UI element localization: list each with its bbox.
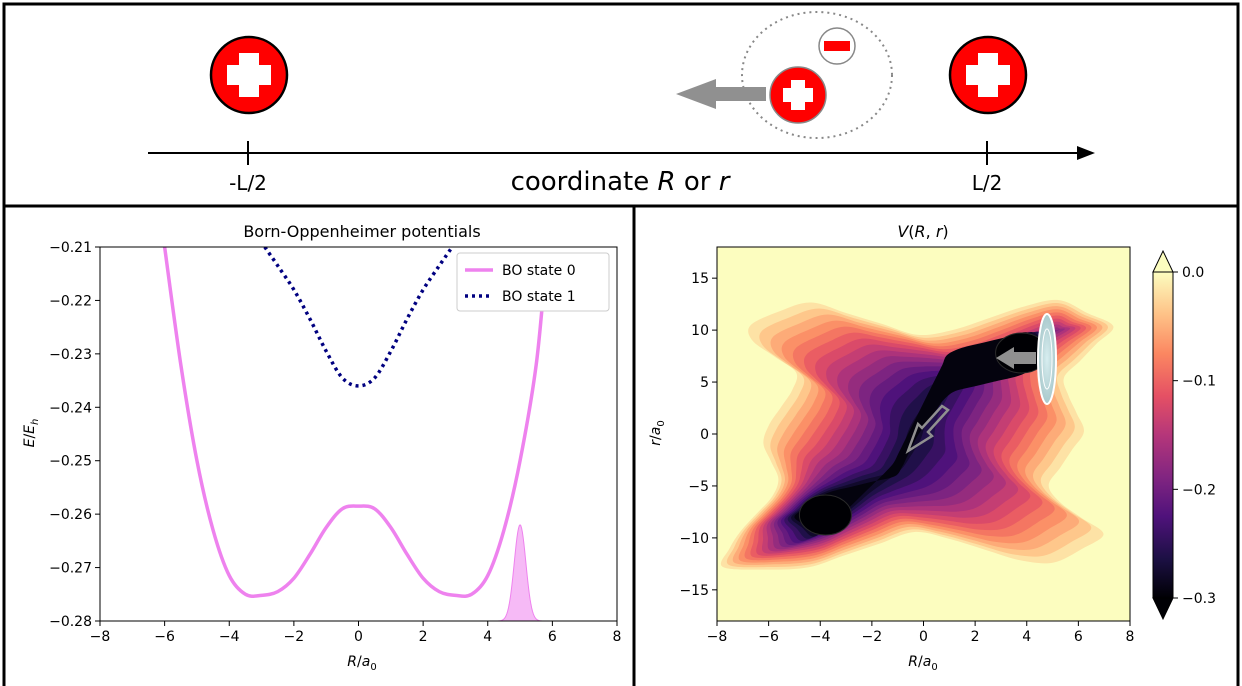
bo-xtick-label: 4 [483,629,492,645]
tunneling-arrow-icon [905,404,950,455]
right-site-label: L/2 [972,171,1003,195]
bo-xtick-label: 0 [354,629,363,645]
bo-ytick-label: −0.25 [49,454,92,470]
motion-arrow-icon [676,79,766,109]
map-xtick-label: 2 [971,629,980,645]
map-contour-band [791,331,1052,537]
colorbar-tick-label: −0.2 [1182,482,1216,498]
colorbar-top-extension [1152,249,1174,273]
legend-label-state1: BO state 1 [502,289,576,305]
bo-ytick-label: −0.27 [49,561,92,577]
bo-ytick-label: −0.22 [49,293,92,309]
bo-xtick-label: 8 [613,629,622,645]
map-title: V(R, r) [897,222,948,241]
bo-xtick-label: 6 [548,629,557,645]
moving-proton [769,66,827,124]
bo-ytick-label: −0.21 [49,240,92,256]
bo-chart: Born-Oppenheimer potentials −8 −6 −4 −2 0 2 4 6… [22,222,621,673]
bo-xtick-label: −4 [219,629,240,645]
map-ytick-label: −10 [679,531,709,547]
left-proton [209,35,289,115]
map-xtick-label: 8 [1126,629,1135,645]
colorbar-tick-label: −0.3 [1182,591,1216,607]
potential-map-chart: V(R, r) −8 −6 −4 −2 0 2 4 6 8 15 10 5 0 −5 −10 −15 R/a0… [648,222,1216,673]
bo-chart-title: Born-Oppenheimer potentials [243,222,480,241]
schematic-panel: -L/2 L/2 coordinate R or r [148,11,1095,197]
colorbar: 0.0 −0.1 −0.2 −0.3 [1152,249,1216,621]
bo-xlabel: R/a0 [347,654,376,673]
outer-frame [2,2,1240,208]
bo-xtick-label: −2 [284,629,305,645]
map-xtick-label: −6 [758,629,779,645]
map-xlabel: R/a0 [908,654,937,673]
colorbar-bottom-extension [1152,597,1174,621]
wavepacket-marker [1037,313,1057,405]
colorbar-tick-label: 0.0 [1182,265,1204,281]
bo-series-1 [263,247,454,388]
map-xtick-label: −8 [707,629,728,645]
legend-label-state0: BO state 0 [502,263,576,279]
bo-ytick-label: −0.28 [49,614,92,630]
map-ytick-label: 15 [691,271,709,287]
left-site-label: -L/2 [229,171,267,195]
map-contour-band [794,332,1051,535]
bo-wavepacket [496,524,544,621]
map-ytick-label: 5 [700,375,709,391]
axis-caption: coordinate R or r [511,167,732,197]
bo-xtick-label: −8 [90,629,111,645]
map-xtick-label: −2 [862,629,883,645]
bo-legend: BO state 0 BO state 1 [456,252,610,312]
colorbar-gradient [1152,271,1174,599]
map-xtick-label: −4 [810,629,831,645]
map-ylabel: r/a0 [648,420,667,445]
map-xtick-label: 6 [1074,629,1083,645]
bo-xtick-label: 2 [419,629,428,645]
map-minimum-well [798,494,852,536]
map-ytick-label: 0 [700,427,709,443]
bo-ytick-label: −0.24 [49,400,92,416]
bo-xtick-label: −6 [154,629,175,645]
bo-ylabel: E/Eh [22,419,41,448]
bo-ytick-label: −0.23 [49,347,92,363]
map-ytick-label: 10 [691,323,709,339]
map-ytick-label: −15 [679,583,709,599]
right-proton [948,35,1028,115]
bo-ytick-label: −0.26 [49,507,92,523]
wavepacket-direction-arrow-icon [996,347,1036,369]
bo-series-0 [162,247,548,598]
map-xtick-label: 0 [919,629,928,645]
colorbar-tick-label: −0.1 [1182,374,1216,390]
coordinate-axis-arrowhead [1077,146,1095,160]
map-ytick-label: −5 [688,479,709,495]
electron [818,27,856,65]
electron-cloud [741,11,893,139]
map-xtick-label: 4 [1022,629,1031,645]
